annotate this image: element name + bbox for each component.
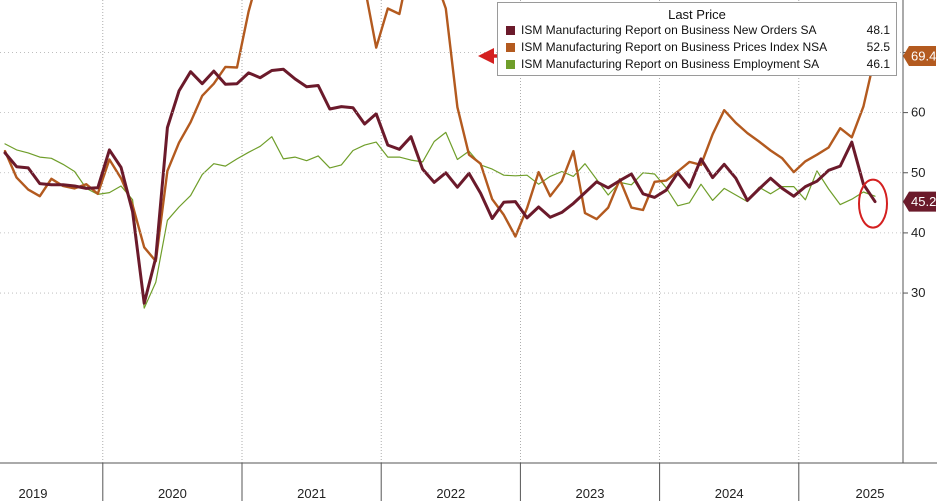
legend-label: ISM Manufacturing Report on Business New…	[521, 23, 817, 37]
legend-value: 52.5	[866, 40, 890, 54]
x-tick-label: 2022	[436, 486, 465, 501]
legend-label: ISM Manufacturing Report on Business Pri…	[521, 40, 828, 54]
legend-label: ISM Manufacturing Report on Business Emp…	[521, 57, 820, 71]
prices-last-tag-bg	[903, 46, 936, 67]
arrow-head	[478, 48, 494, 65]
x-tick-label: 2020	[158, 486, 187, 501]
y-tick-label: 30	[911, 285, 925, 300]
x-tick-label: 2024	[715, 486, 744, 501]
legend-swatch-employment	[506, 59, 515, 69]
series-line-prices	[3, 0, 877, 263]
y-tick-label: 60	[911, 105, 925, 120]
legend-swatch-prices	[506, 42, 515, 52]
legend-value: 48.1	[866, 23, 890, 37]
y-tick-label: 40	[911, 225, 925, 240]
legend-value: 46.1	[866, 57, 890, 71]
plot-frame	[0, 0, 937, 464]
legend-title: Last Price	[668, 7, 726, 22]
legend-item-employment: ISM Manufacturing Report on Business Emp…	[506, 56, 890, 72]
series-line-new-orders	[3, 67, 877, 305]
new-orders-last-tag-bg	[903, 191, 936, 212]
x-tick-label: 2023	[576, 486, 605, 501]
legend: Last Price ISM Manufacturing Report on B…	[497, 2, 897, 76]
prices-last-tag: 69.4	[903, 46, 936, 67]
x-axis-labels: 2019 2020 2021 2022 2023 2024 2025	[19, 486, 885, 501]
y-tick-label: 50	[911, 165, 925, 180]
legend-item-prices: ISM Manufacturing Report on Business Pri…	[506, 39, 890, 55]
series-line-employment	[4, 131, 876, 309]
legend-item-new-orders: ISM Manufacturing Report on Business New…	[506, 22, 890, 38]
x-tick-label: 2021	[297, 486, 326, 501]
highlight-ellipse	[858, 178, 888, 229]
x-tick-label: 2025	[856, 486, 885, 501]
year-dividers	[102, 0, 800, 501]
series-lines	[3, 0, 877, 309]
legend-swatch-new-orders	[506, 25, 515, 35]
prices-last-tag-text: 69.4	[911, 49, 936, 64]
new-orders-last-tag: 45.2	[903, 191, 936, 212]
new-orders-last-tag-text: 45.2	[911, 194, 936, 209]
x-tick-label: 2019	[19, 486, 48, 501]
